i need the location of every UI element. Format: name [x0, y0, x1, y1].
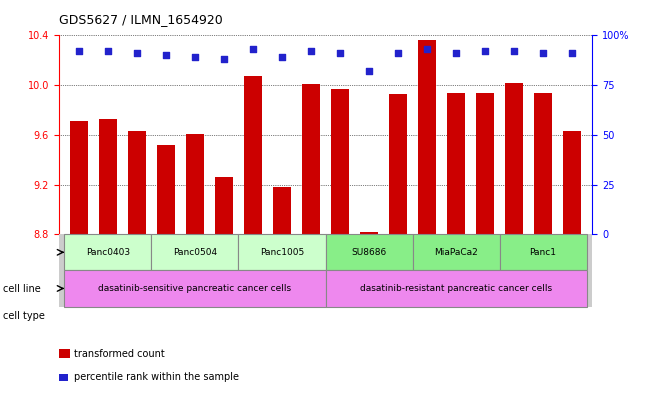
Point — [393, 50, 403, 57]
Bar — [477, 92, 493, 234]
Point — [422, 46, 432, 52]
Point — [189, 54, 200, 61]
Bar — [64, 234, 152, 270]
Text: transformed count: transformed count — [74, 349, 165, 359]
Point — [132, 50, 142, 57]
Point — [248, 46, 258, 52]
Point — [364, 68, 374, 74]
Bar — [419, 40, 436, 234]
Bar — [158, 145, 174, 234]
Bar — [447, 92, 465, 234]
Bar — [302, 84, 320, 234]
Point — [306, 48, 316, 54]
Bar — [186, 134, 204, 234]
Point — [161, 52, 171, 59]
Bar — [244, 76, 262, 234]
Point — [219, 56, 229, 62]
Bar — [413, 234, 499, 270]
Text: SU8686: SU8686 — [352, 248, 387, 257]
Bar — [273, 187, 291, 234]
Text: Panc1: Panc1 — [530, 248, 557, 257]
Bar — [499, 234, 587, 270]
Point — [277, 54, 287, 61]
Point — [335, 50, 345, 57]
Text: Panc0504: Panc0504 — [173, 248, 217, 257]
Bar — [128, 131, 146, 234]
Text: dasatinib-resistant pancreatic cancer cells: dasatinib-resistant pancreatic cancer ce… — [360, 284, 552, 293]
Point — [480, 48, 490, 54]
Bar — [238, 234, 326, 270]
Text: dasatinib-sensitive pancreatic cancer cells: dasatinib-sensitive pancreatic cancer ce… — [98, 284, 292, 293]
Bar — [152, 234, 238, 270]
Bar — [563, 131, 581, 234]
Point — [103, 48, 113, 54]
Point — [74, 48, 84, 54]
Text: percentile rank within the sample: percentile rank within the sample — [74, 372, 239, 382]
Bar — [64, 270, 326, 307]
Bar — [326, 234, 413, 270]
Point — [538, 50, 548, 57]
Text: GDS5627 / ILMN_1654920: GDS5627 / ILMN_1654920 — [59, 13, 223, 26]
Bar — [534, 92, 552, 234]
Text: MiaPaCa2: MiaPaCa2 — [434, 248, 478, 257]
Text: cell type: cell type — [3, 311, 45, 321]
Bar — [215, 177, 232, 234]
Bar — [389, 94, 407, 234]
Bar — [360, 232, 378, 234]
Point — [567, 50, 577, 57]
Point — [451, 50, 462, 57]
Bar — [331, 89, 349, 234]
Point — [509, 48, 519, 54]
Text: cell line: cell line — [3, 284, 41, 294]
Text: Panc0403: Panc0403 — [86, 248, 130, 257]
Bar — [70, 121, 88, 234]
Bar — [326, 270, 587, 307]
Bar — [505, 83, 523, 234]
Text: Panc1005: Panc1005 — [260, 248, 304, 257]
Bar — [99, 119, 117, 234]
